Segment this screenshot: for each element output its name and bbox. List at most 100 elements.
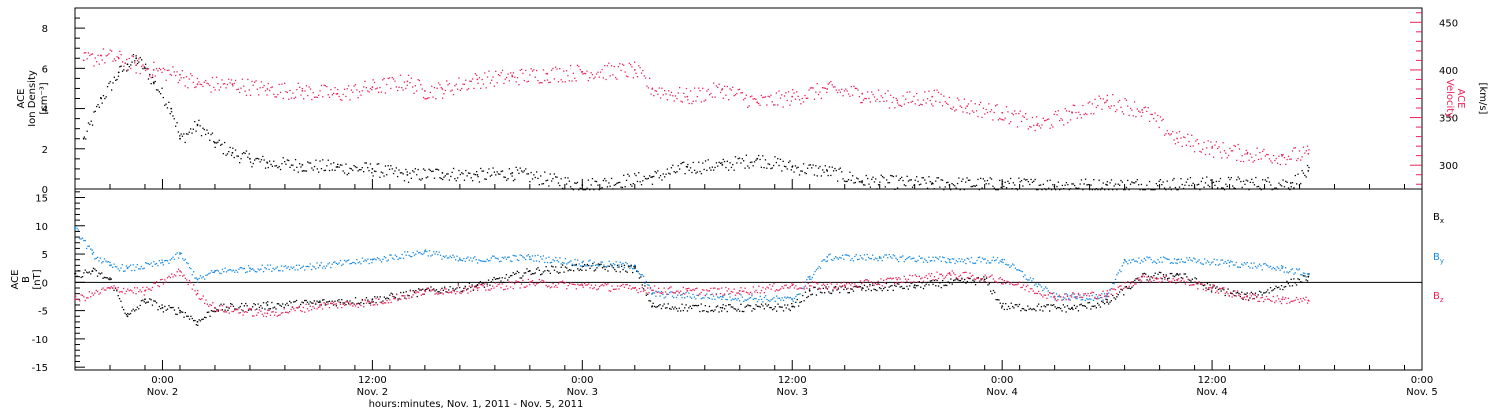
field-series-bz bbox=[74, 268, 1310, 318]
field-series-bx-point bbox=[1064, 306, 1066, 308]
density-series-point bbox=[1104, 189, 1106, 191]
field-series-by-point bbox=[498, 260, 501, 263]
velocity-series-anchor-point bbox=[1071, 111, 1073, 114]
field-series-by-point bbox=[116, 266, 118, 268]
field-series-by-point bbox=[604, 266, 606, 268]
density-series-point bbox=[956, 182, 959, 185]
velocity-series-anchor-point bbox=[1036, 124, 1038, 127]
field-series-by-point bbox=[777, 297, 779, 299]
field-series-bz-point bbox=[481, 284, 483, 286]
field-series-bz-point bbox=[1167, 279, 1169, 281]
velocity-series-point bbox=[586, 70, 588, 72]
field-series-bx-point bbox=[453, 289, 455, 291]
field-series-by-anchor-point bbox=[424, 250, 426, 253]
density-series-point bbox=[473, 173, 475, 175]
field-series-bz-point bbox=[186, 279, 188, 281]
field-series-bx-point bbox=[885, 282, 888, 285]
velocity-series-point bbox=[916, 92, 918, 95]
field-series-by-point bbox=[1114, 278, 1117, 280]
field-series-bx-point bbox=[154, 300, 156, 302]
field-series-bx-point bbox=[1286, 280, 1288, 282]
density-series-anchor-point bbox=[170, 107, 173, 110]
field-series-bx-point bbox=[621, 265, 623, 267]
velocity-series-point bbox=[980, 101, 982, 104]
field-series-by-point bbox=[186, 262, 188, 264]
velocity-series-point bbox=[229, 82, 231, 84]
density-series-point bbox=[676, 171, 678, 173]
field-series-by-point bbox=[188, 267, 191, 269]
field-series-by-point bbox=[881, 259, 883, 262]
density-series-point bbox=[136, 62, 139, 65]
field-series-bz-point bbox=[246, 311, 248, 313]
field-series-bz-point bbox=[1043, 294, 1045, 296]
field-series-bz-point bbox=[1151, 276, 1154, 278]
field-series-bx-point bbox=[1028, 308, 1030, 310]
density-series-point bbox=[703, 168, 705, 171]
field-series-bx-point bbox=[1016, 304, 1018, 306]
density-series-point bbox=[1285, 180, 1287, 182]
field-series-bz-point bbox=[497, 283, 499, 286]
density-series-point bbox=[877, 184, 880, 186]
field-series-by-point bbox=[238, 268, 240, 270]
velocity-series-point bbox=[699, 90, 701, 92]
field-series-by-point bbox=[988, 262, 990, 264]
field-series-by-point bbox=[559, 257, 561, 259]
density-series-point bbox=[1281, 185, 1283, 187]
velocity-series-point bbox=[439, 84, 441, 86]
field-series-by-point bbox=[312, 265, 314, 267]
field-series-bx-point bbox=[867, 288, 870, 290]
density-series-point bbox=[743, 160, 745, 162]
field-series-by-point bbox=[1062, 298, 1064, 301]
velocity-series-point bbox=[296, 89, 298, 91]
field-series-bx-point bbox=[807, 295, 809, 298]
field-series-bz-point bbox=[1154, 277, 1156, 280]
density-series-point bbox=[807, 167, 809, 169]
field-series-by-point bbox=[361, 257, 363, 259]
density-series-point bbox=[971, 185, 974, 188]
field-series-bx-point bbox=[714, 309, 716, 311]
density-series-point bbox=[1045, 189, 1047, 191]
velocity-series-point bbox=[808, 89, 810, 91]
density-series-point bbox=[134, 60, 136, 62]
velocity-series-point bbox=[755, 98, 757, 100]
density-series-point bbox=[786, 168, 788, 170]
field-series-bz-point bbox=[1162, 275, 1165, 278]
field-series-bz-point bbox=[726, 290, 728, 292]
field-series-bz-point bbox=[135, 293, 137, 295]
velocity-series-point bbox=[210, 91, 212, 93]
velocity-series-point bbox=[809, 87, 812, 89]
field-series-bz-point bbox=[636, 289, 638, 291]
field-series-by-point bbox=[1036, 285, 1038, 288]
field-series-bz-anchor-point bbox=[1106, 292, 1108, 295]
velocity-series-point bbox=[992, 119, 994, 121]
density-series-point bbox=[217, 141, 219, 143]
field-series-by-point bbox=[404, 251, 406, 253]
density-series-point bbox=[1075, 187, 1077, 189]
field-series-by-point bbox=[969, 261, 971, 263]
field-series-bz-point bbox=[965, 271, 967, 273]
field-series-bz-point bbox=[714, 287, 716, 289]
velocity-series-point bbox=[615, 76, 617, 79]
field-series-bz-point bbox=[734, 294, 737, 296]
field-series-bz-point bbox=[182, 275, 184, 277]
field-series-by-point bbox=[1038, 283, 1040, 285]
field-series-by-point bbox=[695, 298, 697, 300]
field-series-bz-point bbox=[531, 280, 534, 282]
density-series-point bbox=[959, 189, 961, 191]
field-series-bx-point bbox=[642, 288, 645, 290]
field-series-bx-point bbox=[1032, 308, 1034, 310]
velocity-series-point bbox=[1098, 95, 1100, 97]
field-series-by-point bbox=[357, 262, 359, 264]
legend-subscript: z bbox=[1440, 296, 1444, 304]
velocity-series-point bbox=[382, 79, 384, 81]
field-series-bx-point bbox=[422, 288, 424, 290]
velocity-series-point bbox=[157, 70, 159, 72]
velocity-series-point bbox=[665, 93, 667, 95]
field-series-bz-point bbox=[114, 287, 117, 289]
field-series-bz-point bbox=[811, 281, 813, 283]
field-series-bx-point bbox=[171, 307, 173, 309]
field-series-by-point bbox=[187, 262, 189, 265]
field-series-by-point bbox=[512, 254, 514, 257]
field-series-by-point bbox=[376, 257, 379, 259]
velocity-series-point bbox=[1211, 145, 1213, 148]
